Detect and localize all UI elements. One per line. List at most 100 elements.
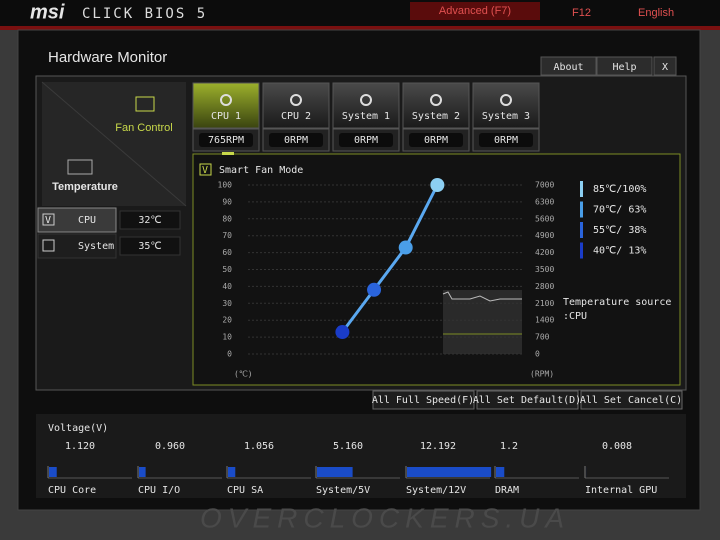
y2-unit: (RPM) <box>530 370 554 379</box>
voltage-bar <box>407 467 492 477</box>
legend-label: 70℃/ 63% <box>593 205 646 216</box>
voltage-panel <box>36 414 686 498</box>
window-button[interactable] <box>653 56 677 76</box>
y-tick-label: 80 <box>222 214 232 223</box>
fan-speed-field <box>199 133 253 147</box>
fan-point[interactable] <box>335 325 350 340</box>
voltage-value: 0.008 <box>602 441 632 452</box>
action-button[interactable] <box>476 390 579 410</box>
fan-name[interactable]: CPU 1 <box>211 111 241 122</box>
action-button[interactable] <box>372 390 475 410</box>
window-button-label[interactable]: X <box>662 62 668 73</box>
fan-speed-field <box>269 133 323 147</box>
fan-name[interactable]: System 1 <box>342 111 390 122</box>
source-label: Temperature source <box>563 297 671 308</box>
x-unit: (℃) <box>234 370 253 379</box>
y2-tick-label: 4200 <box>535 248 554 257</box>
action-label[interactable]: All Full Speed(F) <box>372 395 474 406</box>
y2-tick-label: 2100 <box>535 299 554 308</box>
top-bar <box>0 0 720 26</box>
sensor-value-box <box>119 210 181 230</box>
screenshot-key[interactable]: F12 <box>572 7 591 19</box>
voltage-bar <box>139 467 146 477</box>
y2-tick-label: 1400 <box>535 316 554 325</box>
fan-icon <box>220 94 232 106</box>
voltage-name: System/12V <box>406 485 466 496</box>
mode[interactable]: Advanced (F7) <box>439 5 511 17</box>
fan-name[interactable]: System 3 <box>482 111 530 122</box>
sensor-value-box <box>119 236 181 256</box>
history-box <box>443 290 522 354</box>
fan-speed: 0RPM <box>354 135 378 146</box>
y2-tick-label: 5600 <box>535 214 554 223</box>
y2-tick-label: 2800 <box>535 282 554 291</box>
sensor-name: CPU <box>78 215 96 226</box>
fan-icon <box>430 94 442 106</box>
window-button-label[interactable]: Help <box>612 62 636 73</box>
nav-diagonal <box>41 81 187 207</box>
sensor-checkbox[interactable] <box>42 213 55 226</box>
window-button[interactable] <box>540 56 597 76</box>
mode-checkbox[interactable] <box>199 163 212 176</box>
fan-speed: 0RPM <box>424 135 448 146</box>
y-tick-label: 10 <box>222 333 232 342</box>
voltage-name: CPU Core <box>48 485 96 496</box>
y2-tick-label: 3500 <box>535 265 554 274</box>
legend-swatch <box>580 181 583 197</box>
temp-icon <box>67 159 93 175</box>
voltage-value: 5.160 <box>333 441 363 452</box>
action-label[interactable]: All Set Cancel(C) <box>580 395 682 406</box>
window-button[interactable] <box>596 56 653 76</box>
fan-speed-field <box>479 133 533 147</box>
legend-label: 40℃/ 13% <box>593 246 646 257</box>
fan-speed: 765RPM <box>208 135 244 146</box>
mode-label: Smart Fan Mode <box>219 165 303 176</box>
fan-icon <box>360 94 372 106</box>
action-label[interactable]: All Set Default(D) <box>473 395 581 406</box>
fan-name[interactable]: CPU 2 <box>281 111 311 122</box>
y-tick-label: 30 <box>222 299 232 308</box>
nav-fan-control[interactable]: Fan Control <box>115 122 172 134</box>
y2-tick-label: 6300 <box>535 197 554 206</box>
legend-swatch <box>580 222 583 238</box>
y-tick-label: 90 <box>222 197 232 206</box>
nav-temperature[interactable]: Temperature <box>52 181 118 193</box>
fan-curve-line <box>341 184 439 333</box>
sensor-row[interactable] <box>37 207 117 233</box>
voltage-name: DRAM <box>495 485 519 496</box>
action-button[interactable] <box>580 390 683 410</box>
sensor-checkbox[interactable] <box>42 239 55 252</box>
fan-speed: 0RPM <box>494 135 518 146</box>
history-line <box>442 291 522 302</box>
voltage-value: 1.120 <box>65 441 95 452</box>
y2-tick-label: 0 <box>535 350 540 359</box>
watermark: OVERCLOCKERS.UA <box>200 502 570 533</box>
fan-point[interactable] <box>430 178 445 192</box>
brand: msi <box>30 1 65 23</box>
y-tick-label: 40 <box>222 282 232 291</box>
y2-tick-label: 7000 <box>535 181 554 190</box>
y-tick-label: 50 <box>222 265 232 274</box>
window-title: Hardware Monitor <box>48 49 167 66</box>
fan-point[interactable] <box>398 240 413 255</box>
y-tick-label: 60 <box>222 248 232 257</box>
fan-point[interactable] <box>367 282 382 297</box>
window-button-label[interactable]: About <box>553 62 583 73</box>
language[interactable]: English <box>638 7 674 19</box>
legend-swatch <box>580 242 583 259</box>
legend-label: 85℃/100% <box>593 184 646 195</box>
voltage-title: Voltage(V) <box>48 423 108 434</box>
mode-tab[interactable] <box>410 2 540 20</box>
voltage-value: 1.056 <box>244 441 274 452</box>
y-tick-label: 100 <box>218 181 233 190</box>
y-tick-label: 0 <box>227 350 232 359</box>
fan-icon <box>135 96 155 112</box>
fan-name[interactable]: System 2 <box>412 111 460 122</box>
sensor-row[interactable] <box>37 233 117 259</box>
y2-tick-label: 4900 <box>535 231 554 240</box>
voltage-name: System/5V <box>316 485 370 496</box>
product: CLICK BIOS 5 <box>82 6 207 22</box>
fan-speed-field <box>409 133 463 147</box>
voltage-name: Internal GPU <box>585 485 657 496</box>
